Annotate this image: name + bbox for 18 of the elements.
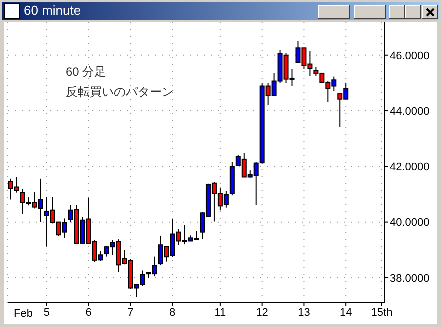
x-tick-label: 8 (170, 306, 176, 319)
x-tick-label: 15th (371, 306, 393, 319)
x-tick-label: 5 (44, 306, 50, 319)
annotation: 反転買いのパターン (66, 84, 174, 101)
y-tick-label: 42.0000 (390, 162, 430, 174)
x-tick-label: 6 (86, 306, 92, 319)
x-tick-label: 14 (340, 306, 352, 319)
y-tick-label: 40.0000 (390, 217, 430, 230)
y-tick-label: 38.0000 (390, 272, 430, 285)
chart-title: 60 minute (24, 3, 82, 18)
y-tick-label: 44.0000 (390, 106, 430, 118)
annotation: 60 分足 (66, 64, 107, 81)
x-tick-label: 7 (128, 306, 134, 319)
x-tick-label: 11 (214, 306, 226, 319)
x-tick-label: 12 (256, 306, 268, 319)
y-tick-label: 46.0000 (390, 50, 430, 62)
text: Feb (14, 308, 33, 320)
x-tick-label: 13 (298, 306, 310, 319)
